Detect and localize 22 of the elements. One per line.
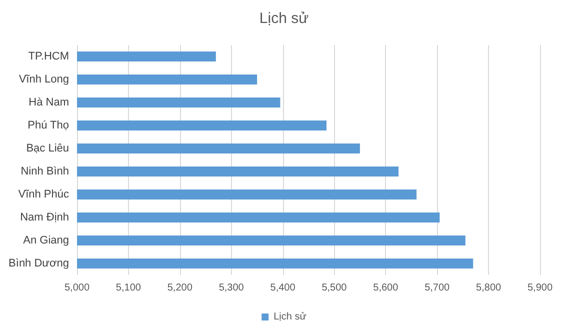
x-tick-label: 5,900 — [527, 282, 553, 294]
y-tick-label: Bạc Liêu — [26, 142, 69, 154]
x-tick-label: 5,400 — [270, 282, 296, 294]
y-tick-label: Nam Định — [20, 212, 69, 224]
x-tick-label: 5,800 — [476, 282, 502, 294]
x-tick-label: 5,700 — [424, 282, 450, 294]
x-tick-label: 5,300 — [218, 282, 244, 294]
x-tick-label: 5,500 — [322, 282, 348, 294]
y-tick-label: An Giang — [23, 234, 69, 246]
y-tick-label: Vĩnh Long — [18, 74, 69, 86]
y-tick-label: Ninh Bình — [20, 166, 69, 178]
y-tick-label: Phú Thọ — [28, 120, 69, 132]
y-tick-label: Vĩnh Phúc — [18, 188, 70, 200]
x-tick-label: 5,100 — [116, 282, 142, 294]
legend-label: Lịch sử — [274, 312, 307, 322]
chart-title: Lịch sử — [259, 10, 309, 27]
y-tick-label: Bình Dương — [8, 258, 69, 270]
y-tick-label: TP.HCM — [28, 50, 69, 62]
x-tick-label: 5,000 — [64, 282, 90, 294]
x-tick-label: 5,200 — [167, 282, 193, 294]
x-tick-label: 5,600 — [373, 282, 399, 294]
y-tick-label: Hà Nam — [28, 96, 69, 108]
